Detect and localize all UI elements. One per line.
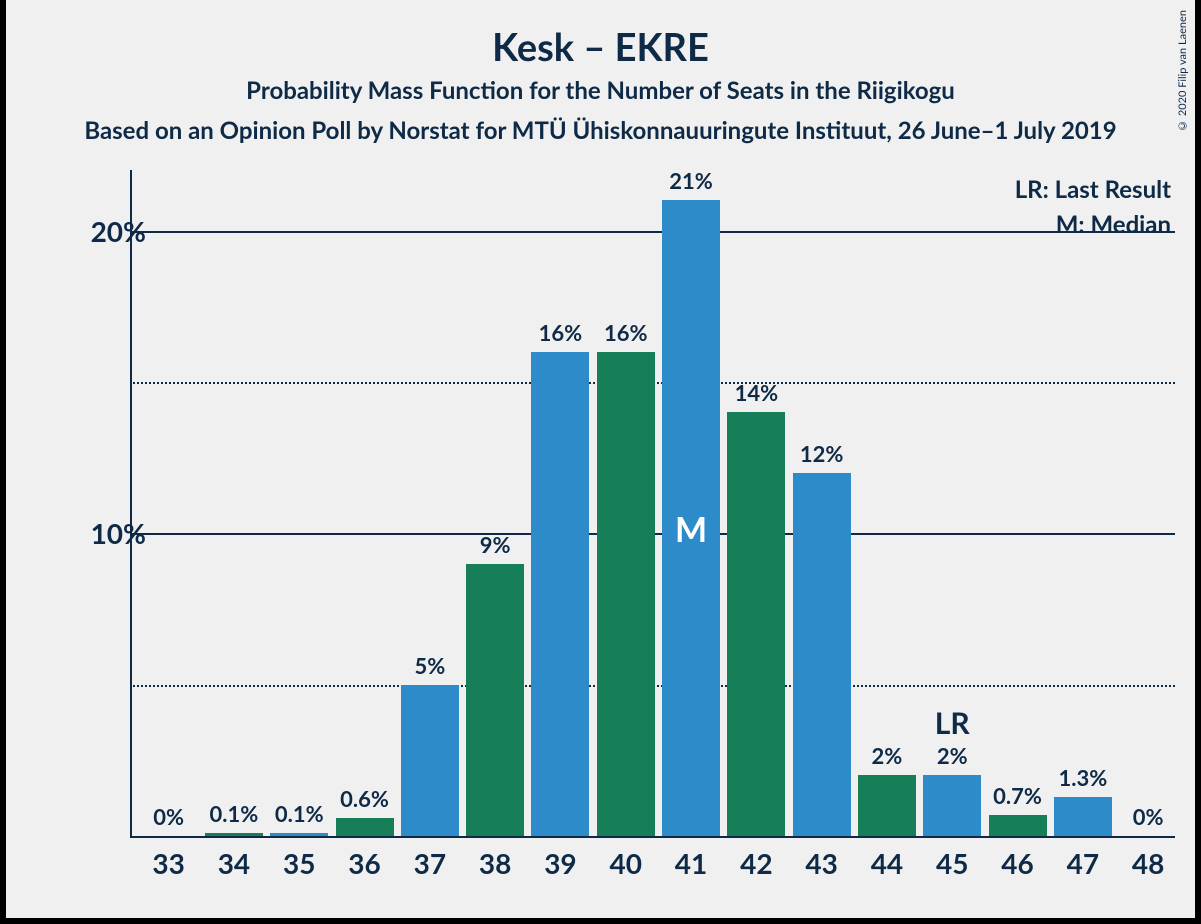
- bottom-border: [0, 918, 1201, 924]
- lr-marker: LR: [935, 705, 970, 741]
- x-tick-label: 45: [936, 846, 968, 880]
- x-tick-label: 40: [610, 846, 642, 880]
- x-tick-label: 33: [152, 846, 184, 880]
- chart-title: Kesk – EKRE: [0, 24, 1201, 70]
- bar-value-label: 0%: [153, 803, 184, 830]
- bar: [597, 352, 655, 836]
- x-tick-label: 46: [1001, 846, 1033, 880]
- bar: [466, 564, 524, 836]
- x-tick-label: 41: [675, 846, 707, 880]
- bar: [270, 833, 328, 836]
- plot-area: 0%0.1%0.1%0.6%5%9%16%16%21%M14%12%2%2%LR…: [130, 170, 1175, 838]
- bar: [401, 685, 459, 836]
- median-marker: M: [675, 509, 707, 550]
- x-tick-label: 43: [805, 846, 837, 880]
- y-tick-label: 20%: [91, 214, 146, 248]
- bar: [531, 352, 589, 836]
- bar-value-label: 16%: [604, 319, 648, 346]
- bars-group: 0%0.1%0.1%0.6%5%9%16%16%21%M14%12%2%2%LR…: [130, 170, 1175, 836]
- x-tick-label: 34: [218, 846, 250, 880]
- bar-value-label: 16%: [539, 319, 583, 346]
- bar: [923, 775, 981, 836]
- chart-container: Kesk – EKRE Probability Mass Function fo…: [0, 0, 1201, 924]
- bar-value-label: 14%: [735, 379, 779, 406]
- bar-value-label: 21%: [669, 167, 713, 194]
- x-tick-label: 39: [544, 846, 576, 880]
- x-tick-label: 42: [740, 846, 772, 880]
- bar-value-label: 2%: [872, 742, 903, 769]
- copyright-text: © 2020 Filip van Laenen: [1176, 10, 1189, 132]
- x-tick-label: 48: [1132, 846, 1164, 880]
- chart-source: Based on an Opinion Poll by Norstat for …: [0, 116, 1201, 145]
- bar-value-label: 0.1%: [210, 800, 259, 827]
- bar-value-label: 0.7%: [993, 782, 1042, 809]
- bar: [205, 833, 263, 836]
- bar-value-label: 1.3%: [1058, 764, 1107, 791]
- chart-subtitle: Probability Mass Function for the Number…: [0, 76, 1201, 105]
- bar-value-label: 0.6%: [340, 785, 389, 812]
- bar-value-label: 0.1%: [275, 800, 324, 827]
- x-tick-label: 36: [348, 846, 380, 880]
- bar-value-label: 2%: [937, 742, 968, 769]
- y-tick-label: 10%: [91, 516, 146, 550]
- bar-value-label: 0%: [1133, 803, 1164, 830]
- bar-value-label: 5%: [414, 652, 445, 679]
- x-tick-label: 37: [414, 846, 446, 880]
- x-axis-line: [130, 836, 1175, 838]
- bar: [336, 818, 394, 836]
- bar: [1054, 797, 1112, 836]
- bar: [989, 815, 1047, 836]
- bar: [858, 775, 916, 836]
- x-tick-label: 38: [479, 846, 511, 880]
- x-tick-label: 35: [283, 846, 315, 880]
- bar-value-label: 12%: [800, 440, 844, 467]
- x-tick-label: 44: [871, 846, 903, 880]
- bar-value-label: 9%: [480, 531, 511, 558]
- bar: [727, 412, 785, 836]
- bar: [793, 473, 851, 836]
- x-tick-label: 47: [1067, 846, 1099, 880]
